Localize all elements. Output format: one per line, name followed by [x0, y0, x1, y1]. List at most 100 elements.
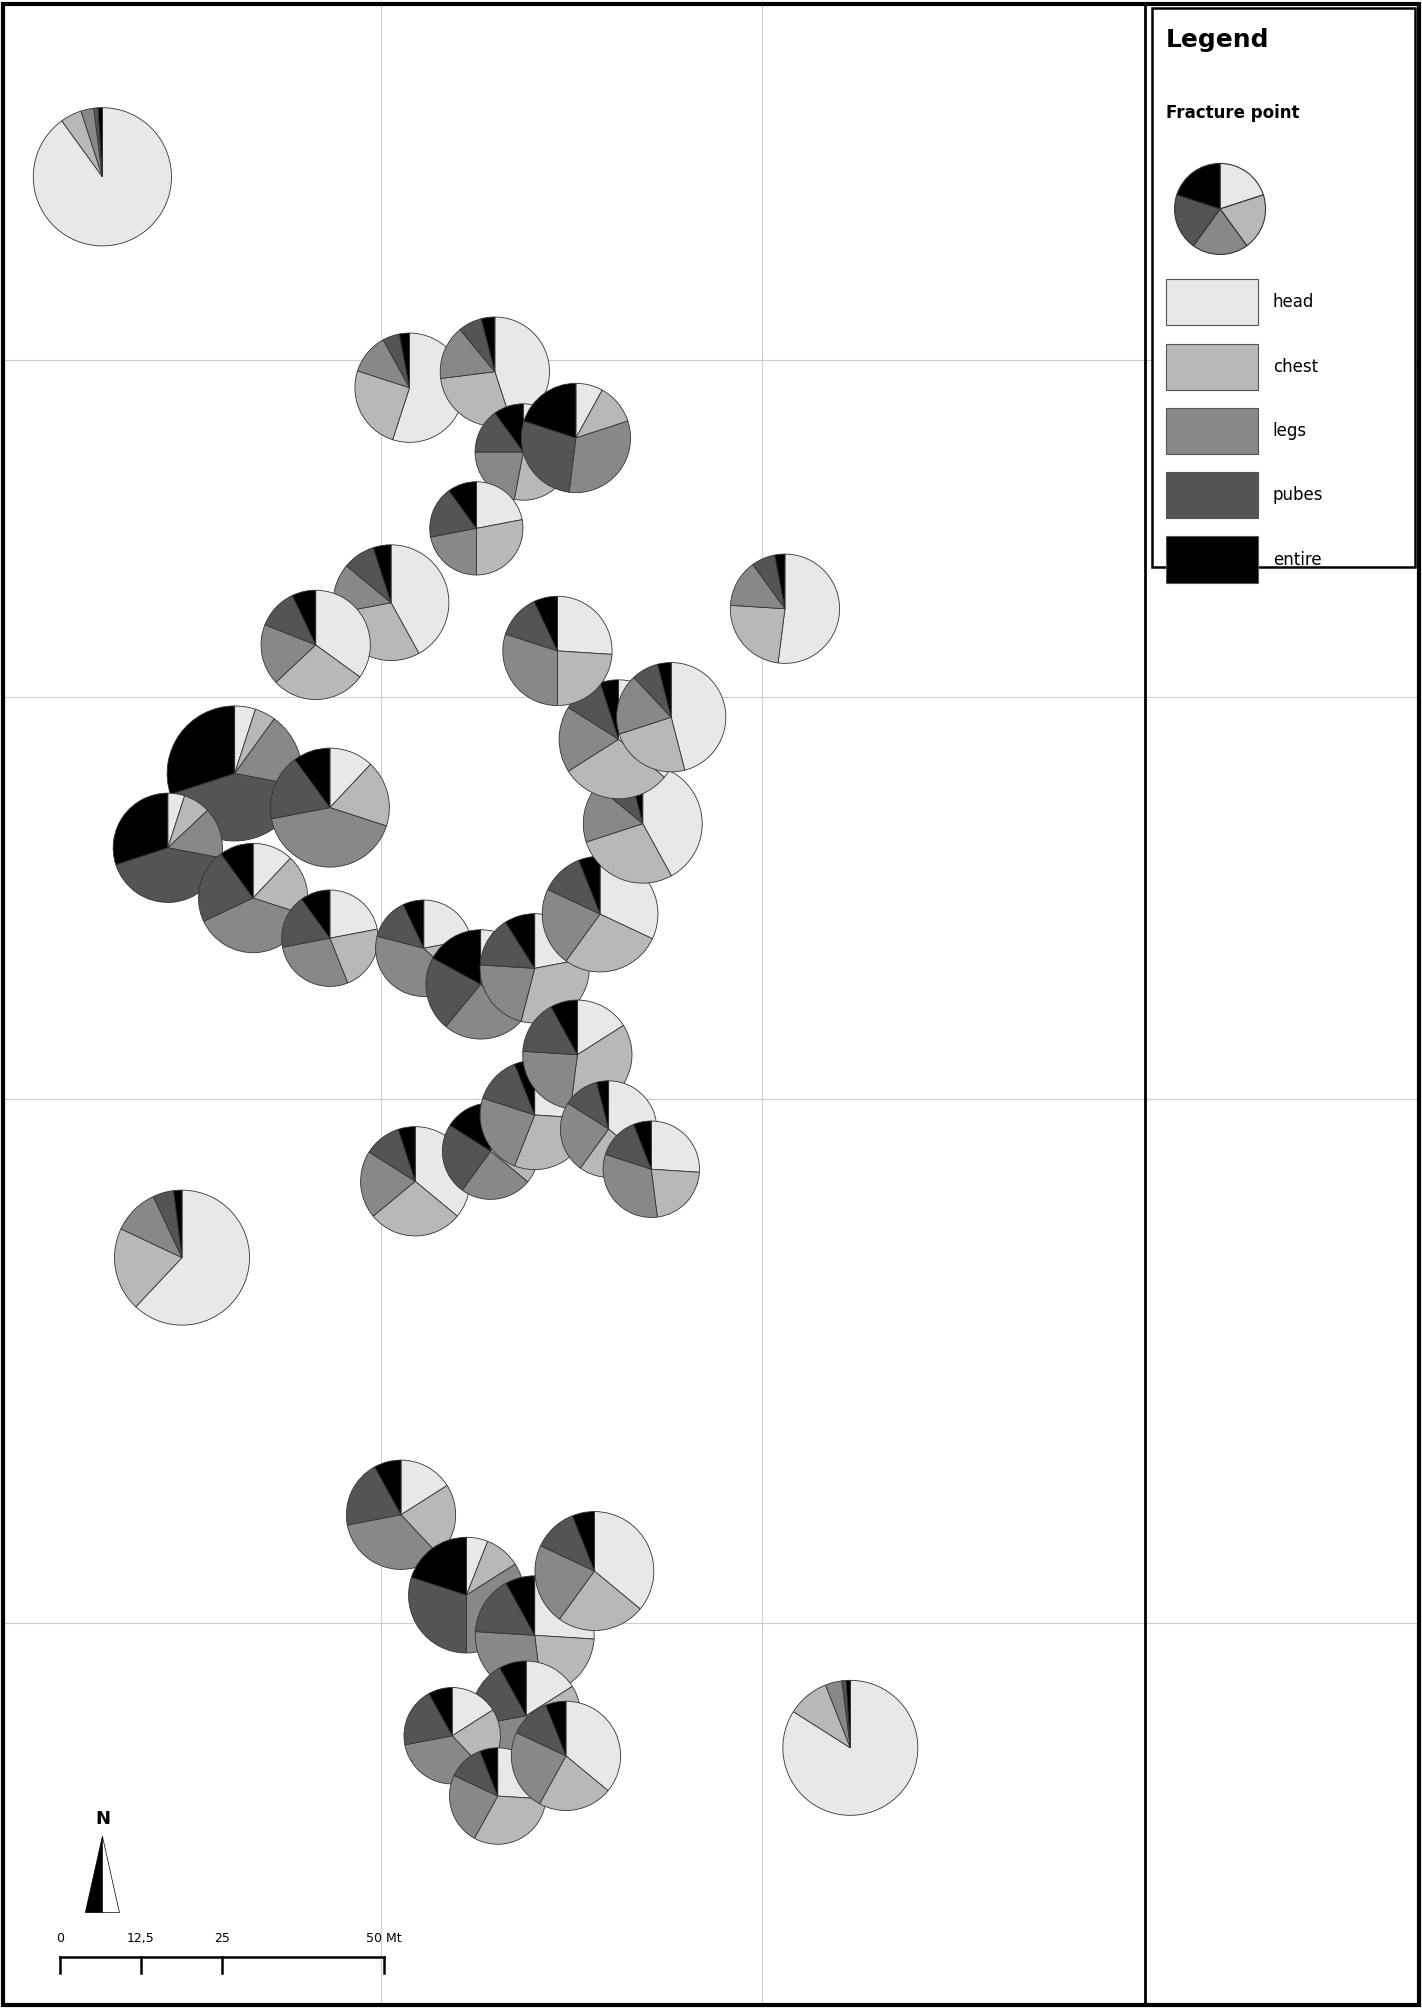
Wedge shape [431, 528, 476, 575]
Wedge shape [569, 683, 619, 739]
Wedge shape [235, 719, 301, 786]
Wedge shape [498, 1748, 546, 1800]
Wedge shape [449, 1776, 498, 1838]
Wedge shape [220, 844, 253, 898]
Wedge shape [542, 890, 600, 960]
Wedge shape [651, 1169, 700, 1217]
Wedge shape [547, 860, 600, 914]
Wedge shape [115, 848, 222, 902]
Wedge shape [361, 1151, 415, 1215]
Text: legs: legs [1273, 422, 1307, 440]
Wedge shape [609, 1081, 657, 1159]
Wedge shape [566, 914, 653, 972]
Wedge shape [447, 984, 523, 1039]
Wedge shape [173, 1189, 182, 1258]
Wedge shape [154, 1191, 182, 1258]
Text: Legend: Legend [1166, 28, 1270, 52]
Wedge shape [523, 404, 572, 452]
Wedge shape [515, 452, 572, 500]
Wedge shape [429, 490, 476, 536]
Wedge shape [472, 1716, 563, 1770]
Wedge shape [523, 1051, 577, 1109]
Wedge shape [569, 422, 630, 492]
Wedge shape [472, 1667, 526, 1726]
Wedge shape [347, 548, 391, 603]
Wedge shape [495, 317, 549, 424]
Wedge shape [347, 1467, 401, 1525]
Wedge shape [466, 1565, 525, 1653]
Wedge shape [481, 1099, 535, 1165]
Wedge shape [432, 930, 481, 984]
Text: entire: entire [1273, 550, 1321, 569]
Wedge shape [424, 900, 471, 948]
Wedge shape [475, 1583, 535, 1635]
Wedge shape [594, 1511, 654, 1609]
Wedge shape [81, 108, 102, 177]
Wedge shape [408, 1577, 466, 1653]
Wedge shape [449, 1103, 491, 1151]
Wedge shape [377, 904, 424, 948]
Text: 50 Mt: 50 Mt [365, 1933, 402, 1945]
Wedge shape [442, 1125, 491, 1189]
Wedge shape [94, 108, 102, 177]
Wedge shape [253, 858, 307, 914]
Wedge shape [516, 1706, 566, 1756]
Wedge shape [559, 1571, 640, 1631]
Wedge shape [115, 1230, 182, 1306]
Wedge shape [462, 1151, 528, 1199]
Wedge shape [411, 1537, 466, 1595]
Wedge shape [357, 340, 410, 388]
Wedge shape [356, 372, 410, 440]
Wedge shape [583, 786, 643, 842]
Wedge shape [330, 890, 377, 938]
Wedge shape [168, 705, 235, 794]
Wedge shape [597, 765, 643, 824]
Wedge shape [466, 1541, 515, 1595]
Wedge shape [347, 1515, 438, 1569]
Wedge shape [383, 333, 410, 388]
Text: 12,5: 12,5 [127, 1933, 155, 1945]
Wedge shape [452, 1688, 493, 1736]
Wedge shape [330, 763, 390, 826]
Wedge shape [454, 1752, 498, 1796]
Wedge shape [491, 1109, 539, 1181]
Wedge shape [557, 651, 611, 705]
Wedge shape [540, 1515, 594, 1571]
Wedge shape [1177, 163, 1220, 209]
Wedge shape [401, 1485, 455, 1555]
Wedge shape [461, 319, 495, 372]
Wedge shape [392, 333, 464, 442]
Wedge shape [476, 520, 523, 575]
Wedge shape [535, 1635, 594, 1694]
Wedge shape [481, 317, 495, 372]
Wedge shape [264, 595, 316, 645]
Wedge shape [427, 958, 481, 1027]
Wedge shape [475, 452, 523, 500]
Wedge shape [491, 1103, 513, 1151]
Wedge shape [235, 709, 274, 773]
Wedge shape [404, 1694, 452, 1744]
Wedge shape [481, 922, 535, 968]
Wedge shape [272, 808, 387, 868]
Wedge shape [495, 404, 523, 452]
Wedge shape [276, 645, 360, 699]
Wedge shape [373, 544, 391, 603]
Wedge shape [334, 603, 419, 661]
Wedge shape [634, 1121, 651, 1169]
Wedge shape [481, 930, 508, 984]
Wedge shape [499, 1661, 526, 1716]
Bar [1166, 344, 1258, 390]
Wedge shape [373, 1181, 458, 1236]
Wedge shape [567, 1083, 609, 1129]
Wedge shape [505, 914, 535, 968]
Wedge shape [557, 597, 611, 655]
Wedge shape [476, 482, 522, 528]
Wedge shape [535, 597, 557, 651]
Wedge shape [846, 1680, 850, 1748]
Wedge shape [1175, 195, 1220, 245]
Wedge shape [535, 1545, 594, 1619]
Wedge shape [793, 1686, 850, 1748]
Wedge shape [775, 554, 785, 609]
Wedge shape [526, 1686, 580, 1756]
Wedge shape [270, 759, 330, 820]
